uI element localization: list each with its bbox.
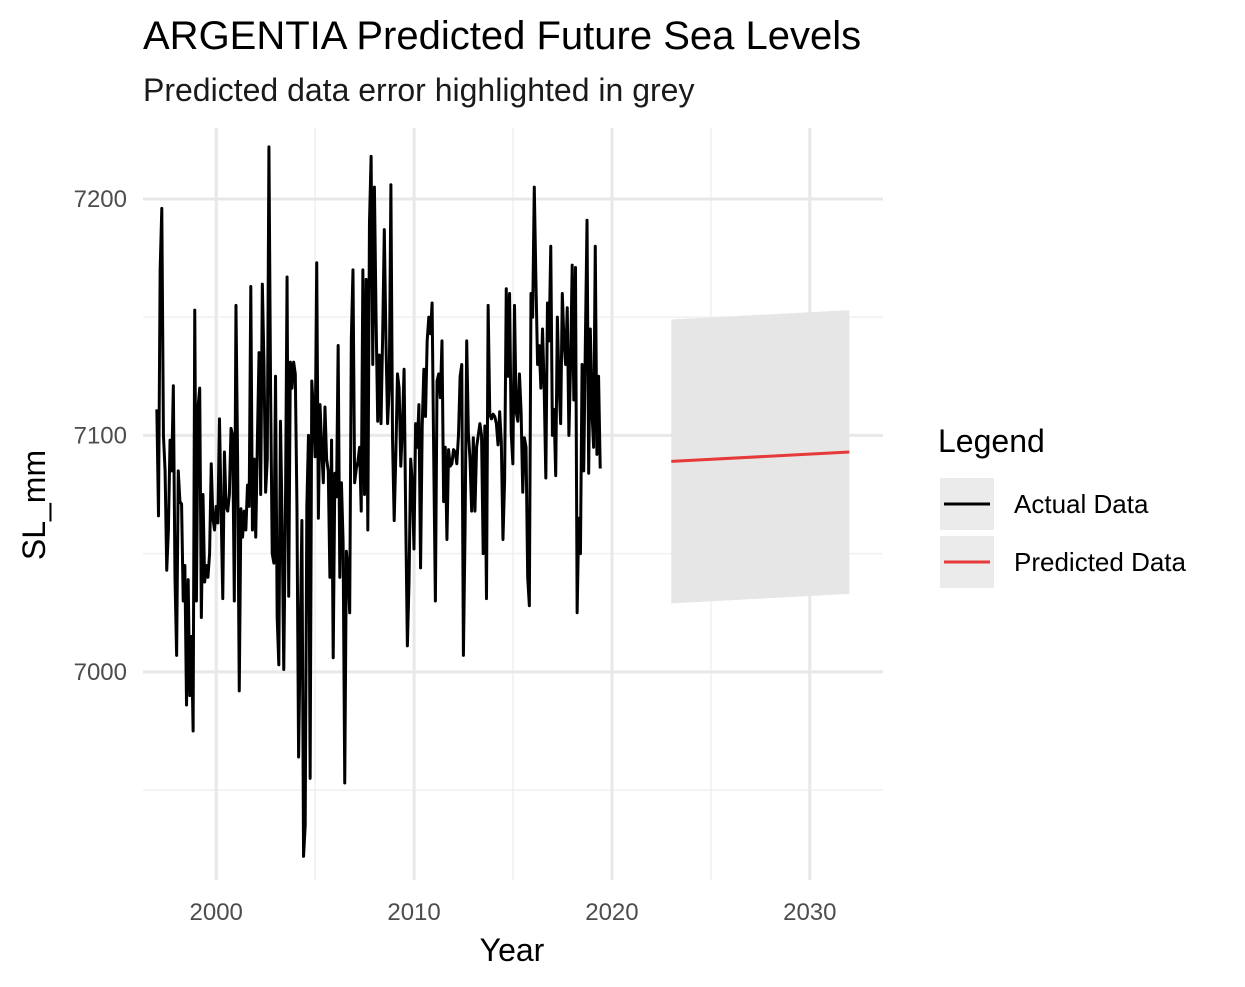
x-tick-label: 2030 [783, 899, 836, 926]
x-tick-labels: 2000 2010 2020 2030 [190, 899, 837, 926]
predicted-data-line [671, 450, 850, 463]
legend-title: Legend [938, 423, 1045, 459]
y-tick-label: 7100 [74, 422, 127, 449]
actual-data-line [155, 145, 602, 858]
y-tick-label: 7200 [74, 186, 127, 213]
chart-title: ARGENTIA Predicted Future Sea Levels [143, 14, 862, 58]
y-axis-title: SL_mm [16, 450, 52, 560]
y-tick-labels: 7000 7100 7200 [74, 186, 127, 686]
series-layer [155, 145, 850, 858]
legend-label-predicted: Predicted Data [1014, 547, 1187, 577]
x-tick-label: 2000 [190, 899, 243, 926]
chart-subtitle: Predicted data error highlighted in grey [143, 72, 695, 108]
x-axis-title: Year [480, 932, 545, 968]
x-tick-label: 2020 [585, 899, 638, 926]
y-tick-label: 7000 [74, 659, 127, 686]
legend: Legend Actual Data Predicted Data [938, 423, 1187, 588]
x-tick-label: 2010 [387, 899, 440, 926]
legend-label-actual: Actual Data [1014, 489, 1149, 519]
